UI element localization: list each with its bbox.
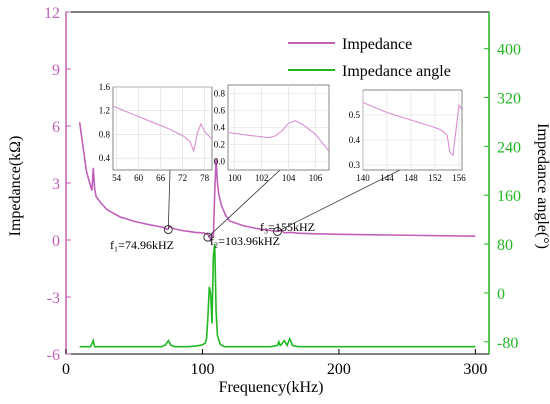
callout-line xyxy=(207,169,281,238)
inset-y-tick-label: 0.4 xyxy=(214,123,226,133)
inset-series-line xyxy=(112,105,213,153)
left-tick-label: 3 xyxy=(52,176,60,193)
right-tick-label: 0 xyxy=(497,286,505,303)
inset-x-tick-label: 148 xyxy=(404,173,418,183)
right-tick-label: 160 xyxy=(497,188,521,205)
inset-x-tick-label: 140 xyxy=(356,173,370,183)
x-tick-label: 0 xyxy=(62,361,70,378)
inset-panel-3: 140 144 148 152 156 0.3 0.4 0.5 xyxy=(349,89,466,183)
inset-layer: 54 60 66 72 78 0.4 0.8 1.2 1.6 100 102 104 106 0.0 0.2… xyxy=(99,82,467,183)
marker-circle xyxy=(273,226,282,236)
inset-x-tick-label: 66 xyxy=(156,173,166,183)
right-tick-label: 80 xyxy=(497,237,513,254)
inset-y-tick-label: 0.0 xyxy=(214,157,226,167)
inset-y-tick-label: 0.8 xyxy=(214,89,226,99)
left-tick-label: 12 xyxy=(44,5,60,22)
inset-x-tick-label: 54 xyxy=(112,173,122,183)
left-tick-label: 6 xyxy=(52,119,60,136)
inset-y-tick-label: 1.6 xyxy=(99,82,111,92)
inset-frame xyxy=(112,86,213,171)
inset-y-tick-label: 0.4 xyxy=(349,135,361,145)
x-tick-label: 100 xyxy=(190,361,214,378)
right-axis-label: Impedance angle(°) xyxy=(534,123,550,249)
inset-x-tick-label: 60 xyxy=(134,173,144,183)
series-layer xyxy=(78,122,476,348)
axis-layer: 0 100 200 300 -6 -3 0 3 6 9 12 -80 0 80 160 240 320 400 xyxy=(44,5,521,378)
marker-circle xyxy=(203,232,213,242)
inset-x-tick-label: 102 xyxy=(255,173,269,183)
right-tick-label: 320 xyxy=(497,91,521,108)
callout-line xyxy=(277,169,401,232)
series-line-impedance-angle xyxy=(79,243,476,348)
inset-x-tick-label: 152 xyxy=(428,173,442,183)
legend-label-angle: Impedance angle xyxy=(342,63,451,80)
x-axis-label: Frequency(kHz) xyxy=(219,379,324,396)
right-tick-label: 400 xyxy=(497,42,521,59)
inset-y-tick-label: 0.8 xyxy=(99,129,111,139)
marker-circle xyxy=(163,225,173,235)
inset-frame xyxy=(362,89,463,171)
inset-y-tick-label: 0.5 xyxy=(349,110,361,120)
inset-panel-2: 100 102 104 106 0.0 0.2 0.4 0.6 0.8 xyxy=(214,84,330,183)
inset-y-tick-label: 0.4 xyxy=(99,153,111,163)
x-tick-label: 200 xyxy=(327,361,351,378)
inset-series-line xyxy=(362,101,463,157)
callout-line xyxy=(167,169,171,230)
annotation-label: f₂=103.96kHZ xyxy=(210,234,280,248)
x-tick-label: 300 xyxy=(463,361,487,378)
inset-x-tick-label: 78 xyxy=(200,173,210,183)
inset-x-tick-label: 156 xyxy=(452,173,466,183)
legend-label-impedance: Impedance xyxy=(342,36,412,53)
right-tick-label: 240 xyxy=(497,139,521,156)
left-tick-label: -6 xyxy=(47,347,60,364)
inset-panel-1: 54 60 66 72 78 0.4 0.8 1.2 1.6 xyxy=(99,82,213,183)
left-axis-label: Impedance(kΩ) xyxy=(7,136,24,237)
inset-x-tick-label: 144 xyxy=(380,173,394,183)
left-tick-label: 0 xyxy=(52,233,60,250)
right-tick-label: -80 xyxy=(497,335,518,352)
inset-x-tick-label: 100 xyxy=(228,173,242,183)
annotation-label: f₃=155kHZ xyxy=(260,220,315,234)
legend: Impedance Impedance angle xyxy=(288,36,451,80)
inset-y-tick-label: 0.3 xyxy=(349,160,361,170)
inset-y-tick-label: 0.6 xyxy=(214,106,226,116)
series-line-impedance xyxy=(78,122,476,243)
inset-y-tick-label: 0.2 xyxy=(214,140,225,150)
inset-x-tick-label: 72 xyxy=(178,173,187,183)
annotation-label: f₁=74.96kHZ xyxy=(110,238,174,252)
left-tick-label: 9 xyxy=(52,62,60,79)
inset-series-line xyxy=(227,120,330,152)
inset-y-tick-label: 1.2 xyxy=(99,106,110,116)
inset-x-tick-label: 104 xyxy=(282,173,296,183)
left-tick-label: -3 xyxy=(47,290,60,307)
inset-x-tick-label: 106 xyxy=(309,173,323,183)
